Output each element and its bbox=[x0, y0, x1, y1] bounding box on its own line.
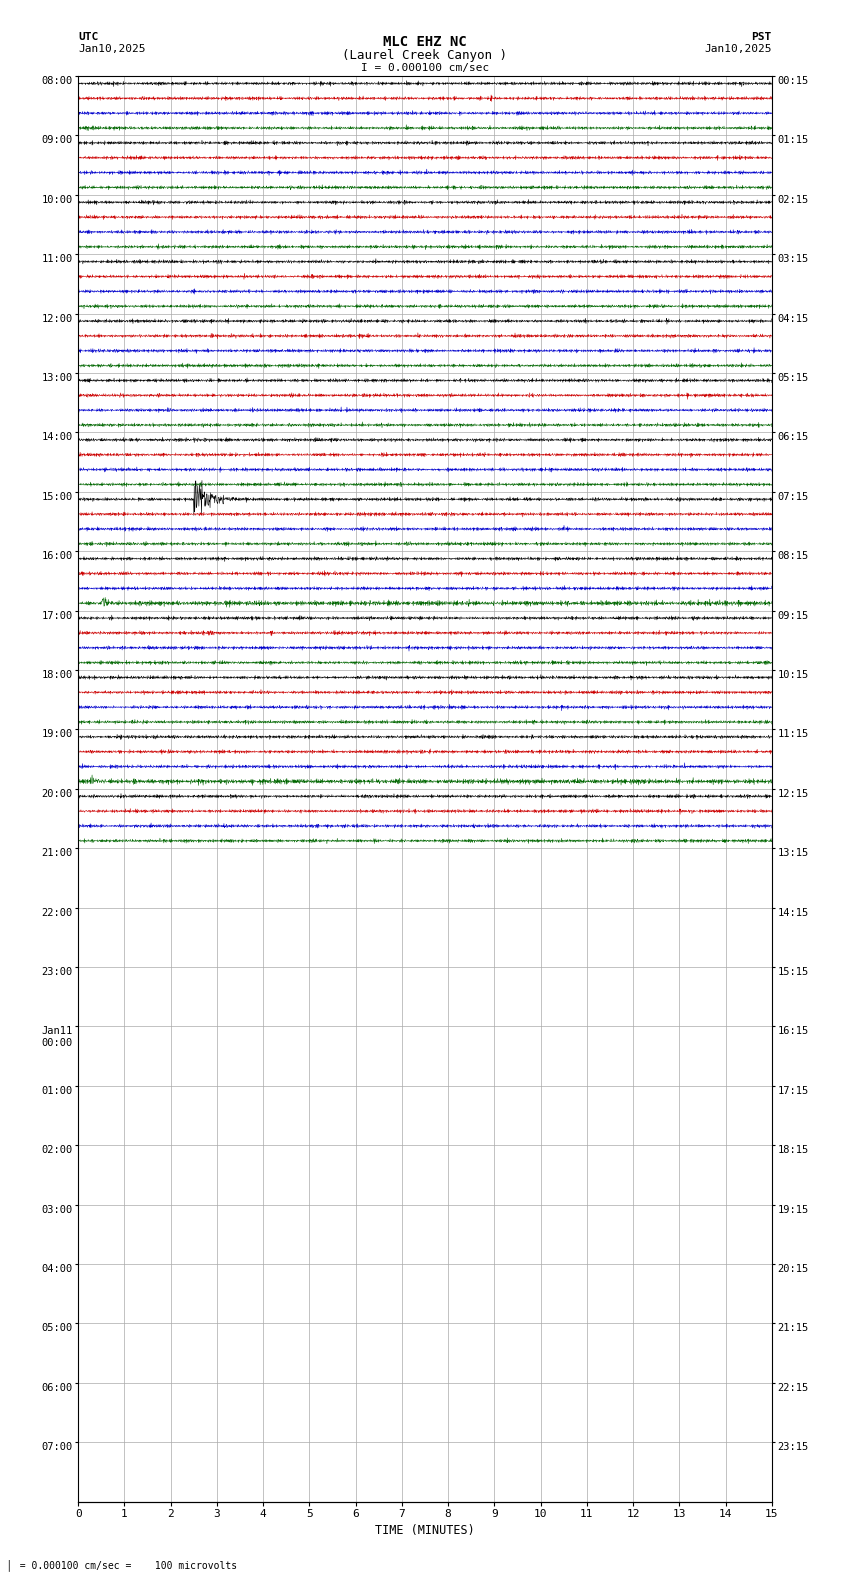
Text: ▏ = 0.000100 cm/sec =    100 microvolts: ▏ = 0.000100 cm/sec = 100 microvolts bbox=[8, 1560, 238, 1571]
Text: Jan10,2025: Jan10,2025 bbox=[78, 44, 145, 54]
Text: I = 0.000100 cm/sec: I = 0.000100 cm/sec bbox=[361, 63, 489, 73]
Text: (Laurel Creek Canyon ): (Laurel Creek Canyon ) bbox=[343, 49, 507, 62]
Text: PST: PST bbox=[751, 32, 772, 41]
Text: MLC EHZ NC: MLC EHZ NC bbox=[383, 35, 467, 49]
Text: UTC: UTC bbox=[78, 32, 99, 41]
Text: Jan10,2025: Jan10,2025 bbox=[705, 44, 772, 54]
X-axis label: TIME (MINUTES): TIME (MINUTES) bbox=[375, 1524, 475, 1536]
